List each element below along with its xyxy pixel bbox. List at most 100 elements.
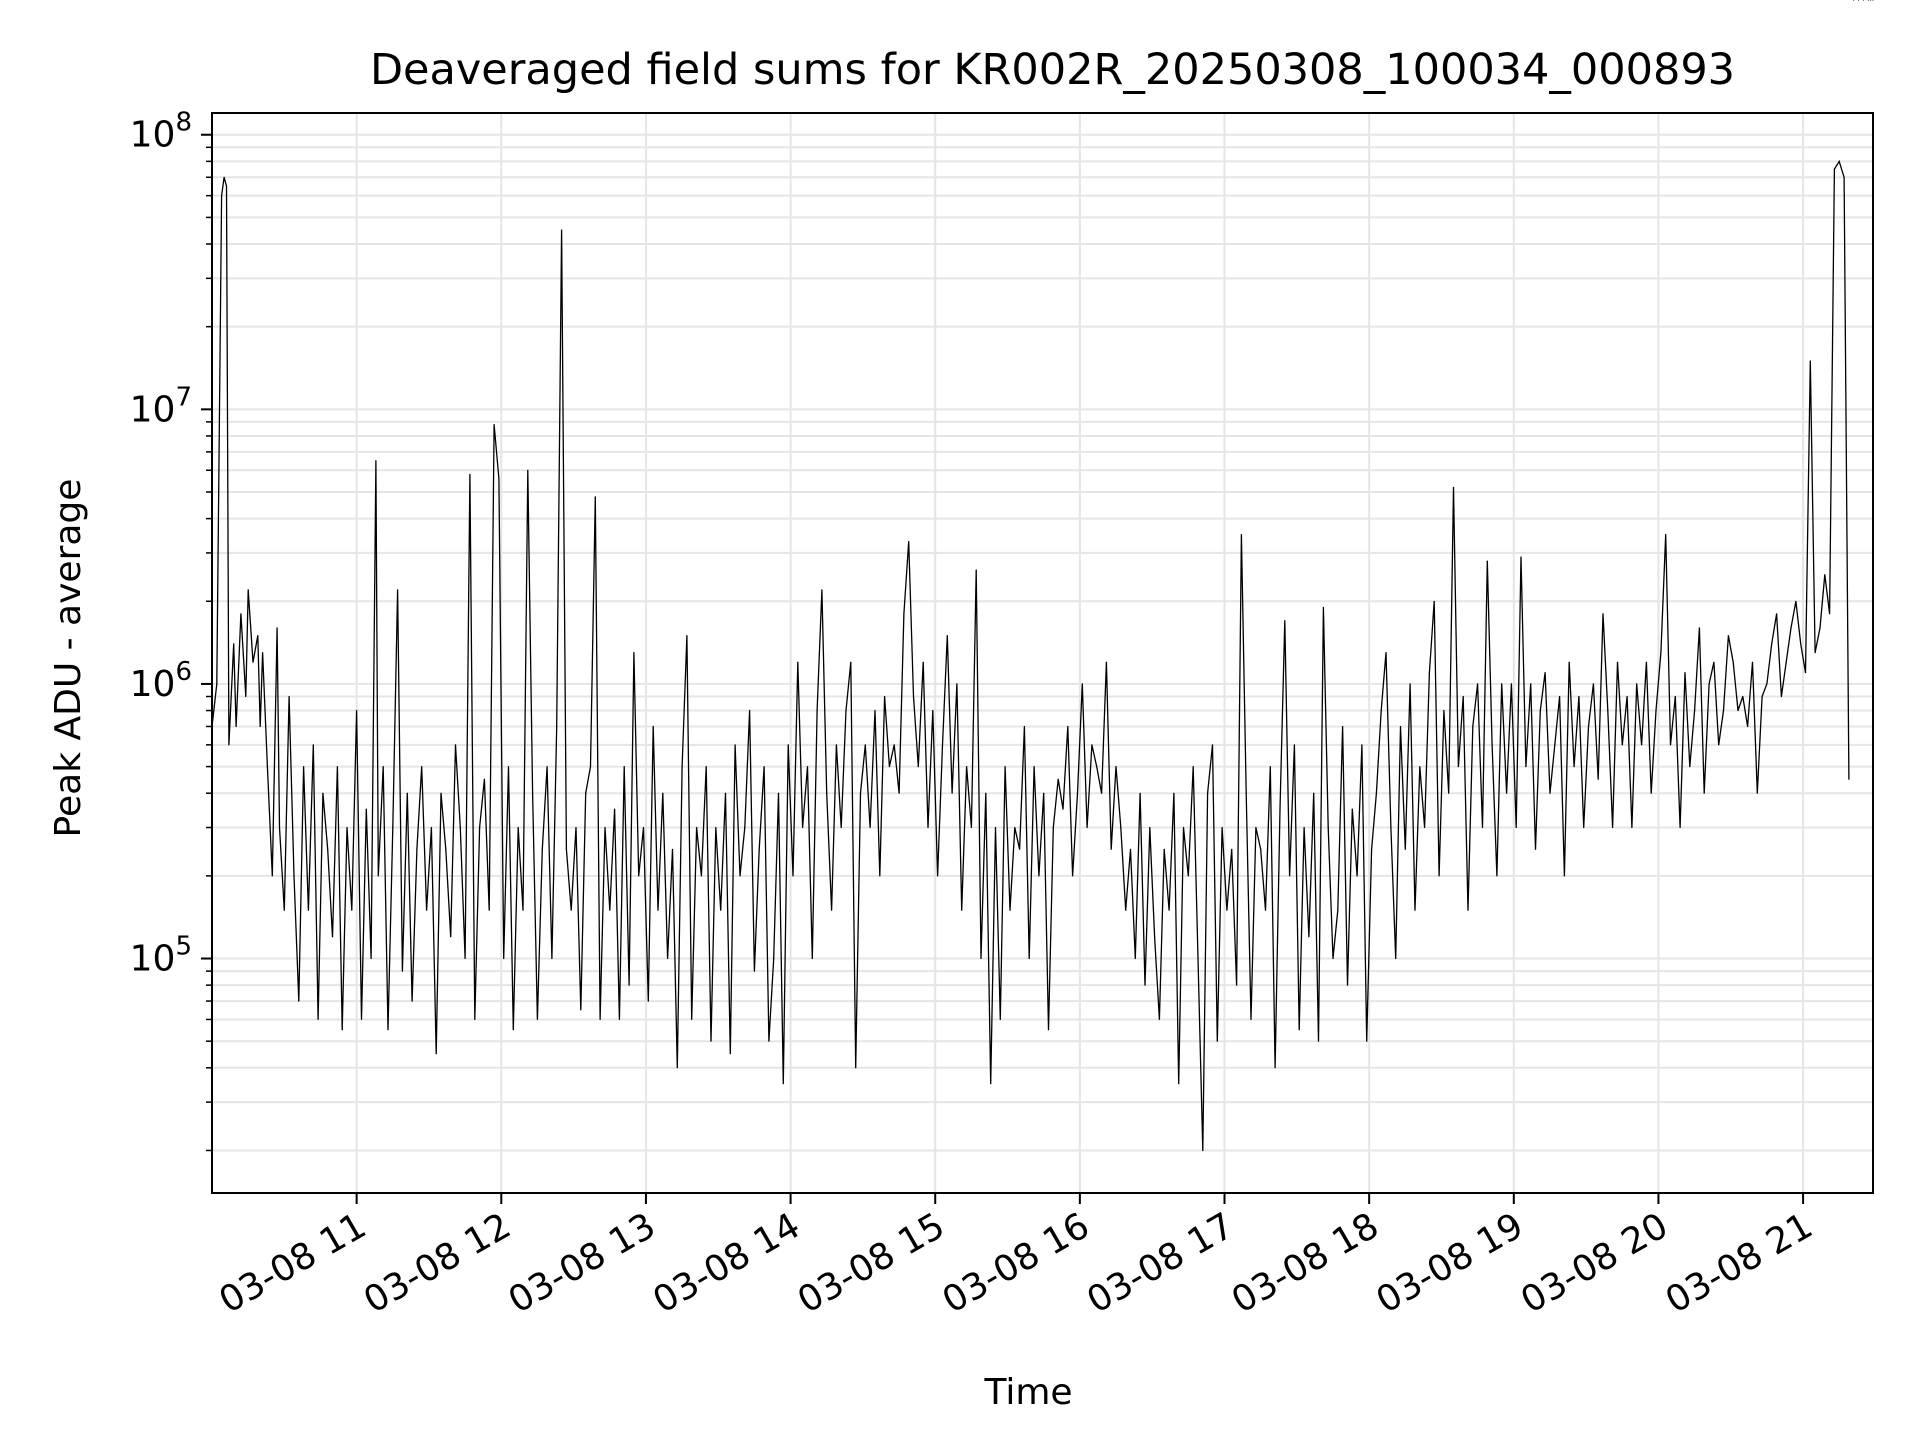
data-point bbox=[1433, 600, 1435, 602]
data-point bbox=[990, 1083, 992, 1085]
data-point bbox=[1722, 709, 1725, 712]
data-point bbox=[1848, 778, 1850, 780]
data-point bbox=[416, 848, 418, 850]
data-point bbox=[406, 792, 408, 794]
y-tick-label: 106 bbox=[130, 657, 192, 705]
chart-title: Deaveraged field sums for KR002R_2025030… bbox=[370, 45, 1735, 95]
data-point bbox=[1202, 1149, 1204, 1152]
data-point bbox=[278, 826, 281, 829]
data-point bbox=[1708, 683, 1710, 685]
data-point bbox=[1645, 661, 1647, 663]
data-point bbox=[1829, 613, 1831, 615]
data-point bbox=[1703, 792, 1705, 794]
data-point bbox=[1534, 848, 1537, 850]
data-point bbox=[1824, 574, 1826, 576]
data-point bbox=[1467, 909, 1469, 911]
data-point bbox=[266, 766, 268, 768]
data-point bbox=[782, 1083, 784, 1085]
data-point bbox=[1424, 826, 1426, 829]
data-point bbox=[298, 1000, 300, 1002]
data-point bbox=[1308, 936, 1310, 938]
data-point bbox=[536, 1018, 539, 1021]
data-point bbox=[1727, 635, 1729, 637]
y-tick-label-base: 10 bbox=[130, 939, 176, 980]
data-point bbox=[1578, 695, 1580, 698]
data-point bbox=[1496, 875, 1498, 877]
data-point bbox=[1563, 875, 1565, 877]
data-point bbox=[240, 613, 242, 615]
data-point bbox=[440, 792, 442, 794]
data-point bbox=[1414, 909, 1416, 911]
data-point bbox=[1587, 725, 1590, 728]
y-tick-label-exp: 6 bbox=[175, 657, 192, 687]
data-point bbox=[1428, 672, 1430, 674]
data-point bbox=[1149, 826, 1151, 829]
data-point bbox=[642, 826, 645, 829]
data-point bbox=[1684, 672, 1686, 674]
data-point bbox=[1452, 486, 1455, 488]
data-point bbox=[1790, 627, 1792, 629]
data-point bbox=[317, 1018, 319, 1021]
data-point bbox=[276, 627, 278, 629]
data-point bbox=[1679, 826, 1681, 829]
data-point bbox=[696, 826, 698, 829]
data-point bbox=[1134, 957, 1136, 960]
data-point bbox=[1669, 744, 1672, 746]
data-point bbox=[1800, 643, 1802, 645]
data-point bbox=[821, 589, 823, 591]
data-point bbox=[1544, 672, 1546, 674]
data-point bbox=[1462, 695, 1464, 698]
data-point bbox=[1597, 778, 1599, 780]
data-point bbox=[307, 909, 309, 911]
data-point bbox=[1337, 909, 1339, 911]
data-point bbox=[288, 695, 290, 698]
data-point bbox=[618, 1018, 621, 1021]
data-point bbox=[1694, 709, 1696, 712]
data-point bbox=[498, 477, 500, 480]
data-point bbox=[999, 1018, 1001, 1021]
data-point bbox=[1399, 725, 1402, 728]
data-point bbox=[1843, 176, 1845, 178]
data-point bbox=[1158, 1018, 1160, 1021]
data-point bbox=[1144, 984, 1146, 986]
data-point bbox=[1838, 160, 1840, 162]
data-point bbox=[908, 541, 910, 543]
data-point bbox=[1674, 695, 1676, 698]
data-point bbox=[1718, 744, 1720, 746]
data-point bbox=[835, 744, 838, 746]
data-point bbox=[777, 792, 780, 794]
data-point bbox=[720, 909, 722, 911]
data-point bbox=[1332, 957, 1334, 960]
data-point bbox=[1260, 848, 1262, 850]
data-point bbox=[1554, 744, 1556, 746]
data-point bbox=[503, 957, 505, 960]
data-point bbox=[1129, 848, 1132, 850]
data-point bbox=[1231, 848, 1233, 850]
data-point bbox=[507, 766, 510, 768]
plot-frame bbox=[211, 112, 1874, 1194]
data-point bbox=[483, 778, 485, 780]
data-point bbox=[724, 792, 727, 794]
data-point bbox=[1081, 683, 1083, 685]
data-point bbox=[327, 848, 329, 850]
data-point bbox=[1043, 792, 1045, 794]
data-point bbox=[879, 875, 881, 877]
data-point bbox=[469, 473, 471, 475]
x-tick-label: 03-08 18 bbox=[1225, 1205, 1386, 1321]
data-point bbox=[1009, 909, 1011, 911]
data-point bbox=[1776, 613, 1778, 615]
data-point bbox=[589, 766, 592, 768]
data-point bbox=[1269, 766, 1271, 768]
data-point bbox=[1327, 826, 1329, 829]
data-point bbox=[1780, 695, 1782, 698]
data-point bbox=[377, 875, 379, 877]
data-point bbox=[411, 1000, 413, 1002]
series-line bbox=[211, 159, 1850, 1151]
data-point bbox=[884, 695, 886, 698]
data-point bbox=[628, 984, 630, 986]
data-point bbox=[1264, 909, 1267, 911]
data-point bbox=[1457, 766, 1459, 768]
data-point bbox=[893, 744, 895, 746]
data-point bbox=[1293, 744, 1295, 746]
data-point bbox=[1737, 709, 1739, 712]
